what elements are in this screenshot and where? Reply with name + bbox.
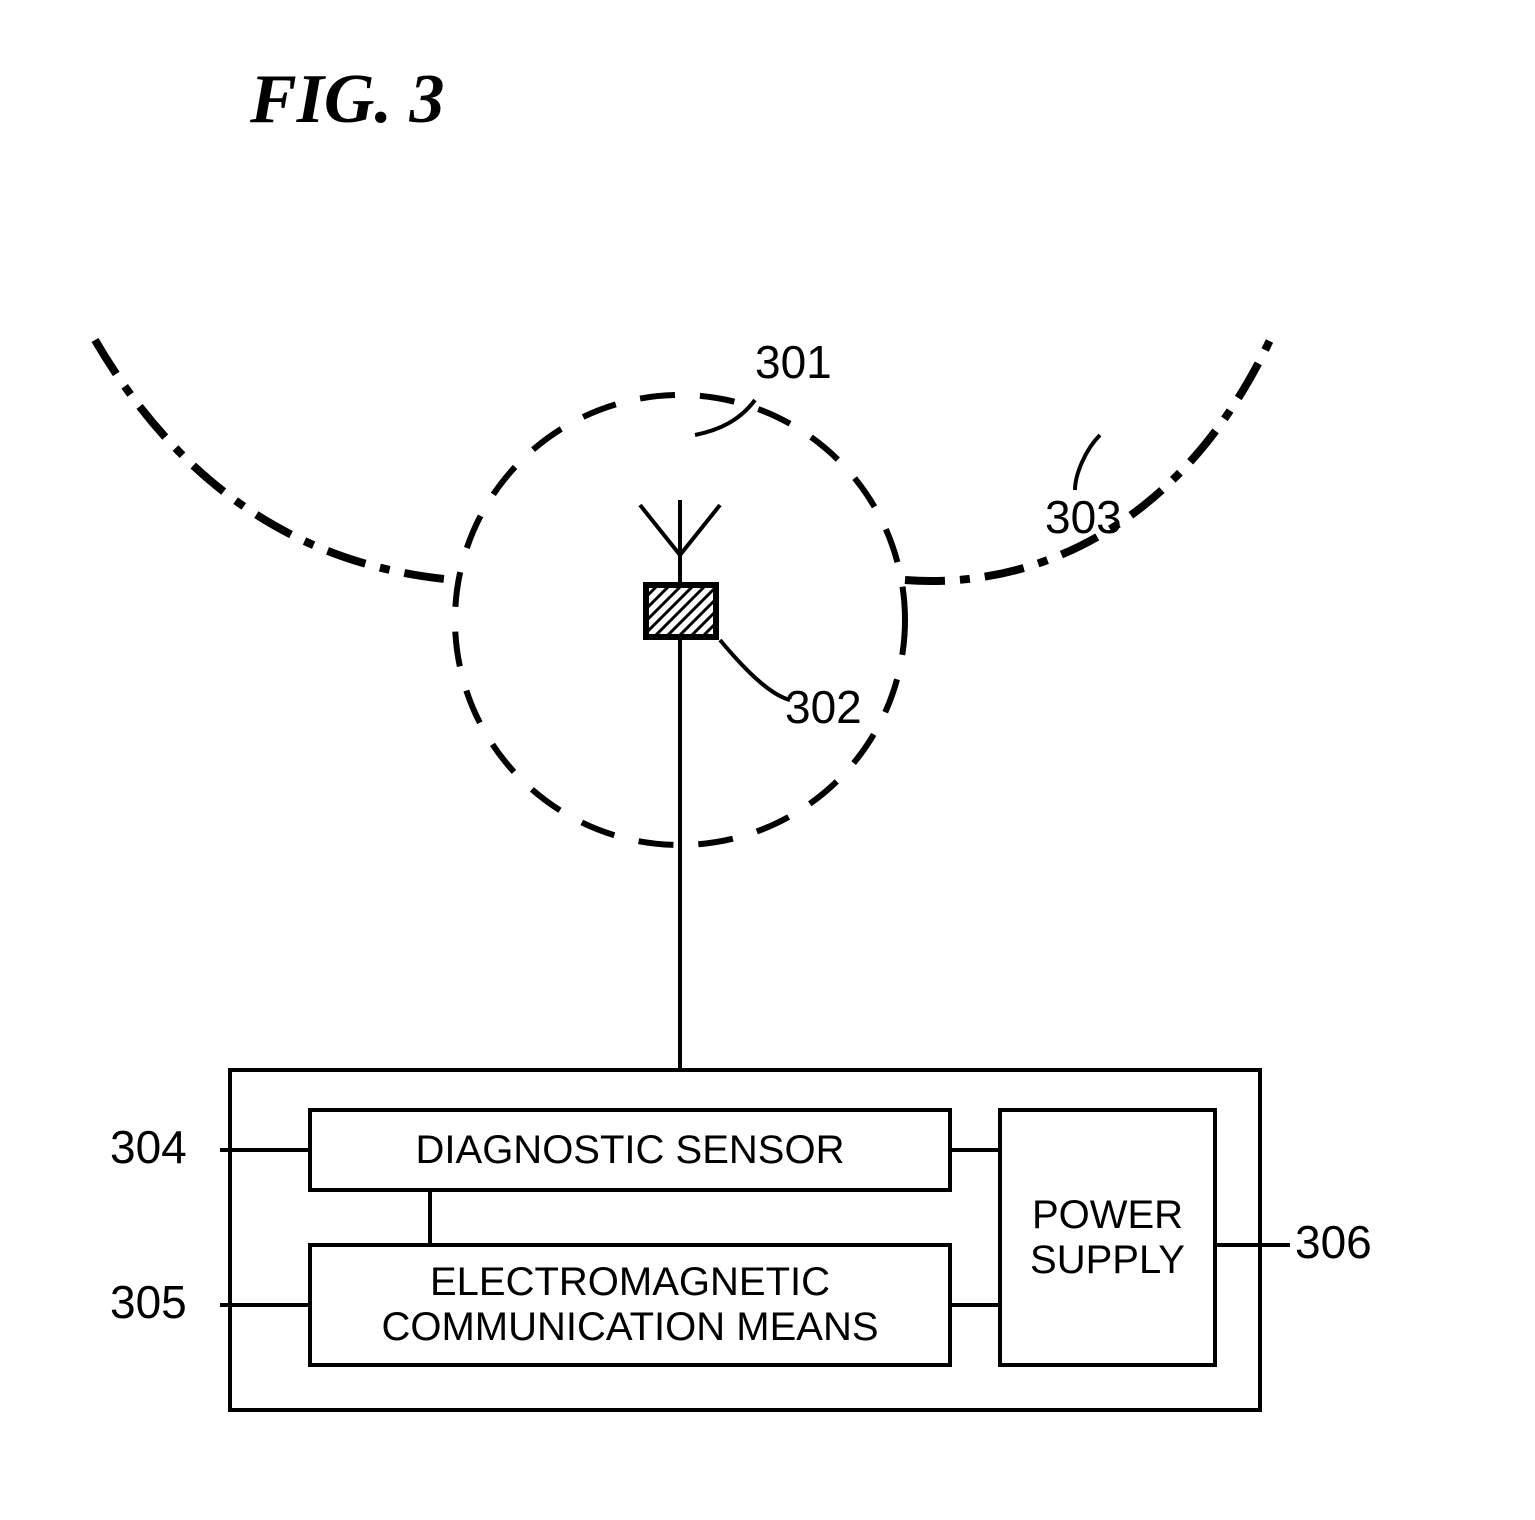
power-supply-label: POWER SUPPLY [1000, 1110, 1215, 1365]
figure-title: FIG. 3 [250, 60, 444, 140]
ref-305: 305 [110, 1275, 187, 1329]
diagnostic-sensor-label: DIAGNOSTIC SENSOR [310, 1110, 950, 1190]
diag-text: DIAGNOSTIC SENSOR [416, 1128, 845, 1173]
ref-303: 303 [1045, 490, 1122, 544]
comm-text-2: COMMUNICATION MEANS [381, 1305, 878, 1350]
ref-304: 304 [110, 1120, 187, 1174]
diagram-container: FIG. 3 DIAGNOSTIC SENSOR ELECTROMAGNETIC… [0, 0, 1535, 1520]
comm-text-1: ELECTROMAGNETIC [430, 1260, 830, 1305]
ref-301: 301 [755, 335, 832, 389]
ref-306: 306 [1295, 1215, 1372, 1269]
power-text-1: POWER [1032, 1193, 1183, 1238]
ref-302: 302 [785, 680, 862, 734]
communication-means-label: ELECTROMAGNETIC COMMUNICATION MEANS [310, 1245, 950, 1365]
power-text-2: SUPPLY [1030, 1238, 1185, 1283]
